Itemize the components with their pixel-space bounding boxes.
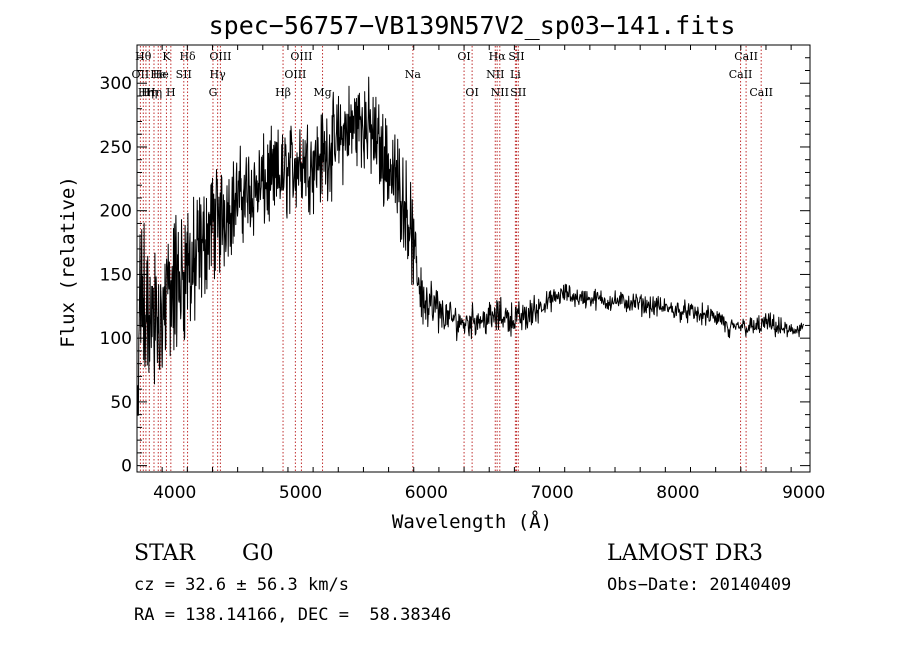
x-tick-label: 4000: [153, 483, 196, 503]
spectral-line-label: OIII: [209, 50, 231, 63]
spectral-line-label: NII: [491, 86, 509, 99]
spectral-line-label: OII: [132, 68, 150, 81]
x-axis-ticks: 4000 5000 6000 7000 8000 9000: [136, 45, 825, 503]
x-tick-label: 7000: [530, 483, 573, 503]
x-tick-label: 6000: [405, 483, 448, 503]
y-tick-label: 0: [121, 457, 132, 477]
spectral-line-label: Hα: [489, 50, 507, 63]
survey-name: LAMOST DR3: [607, 541, 763, 566]
spectral-line-label: Mg: [313, 86, 331, 99]
flux-series-line: [137, 76, 805, 416]
spectral-line-label: SII: [176, 68, 192, 81]
spectral-line-label: H: [166, 86, 176, 99]
spectral-line-label: OIII: [284, 68, 306, 81]
spectral-line-label: Hδ: [179, 50, 196, 63]
object-class: STAR: [134, 541, 196, 566]
y-tick-label: 50: [110, 393, 132, 413]
spectral-line-label: CaII: [729, 68, 753, 81]
spectral-line-label: K: [162, 50, 171, 63]
x-axis-label: Wavelength (Å): [392, 510, 552, 533]
x-tick-label: 5000: [279, 483, 322, 503]
spectral-line-label: Hβ: [275, 86, 291, 99]
y-tick-label: 250: [100, 138, 132, 158]
object-subclass: G0: [242, 541, 274, 566]
spectral-line-label: Hγ: [210, 68, 227, 81]
x-tick-label: 8000: [656, 483, 699, 503]
spectral-line-markers: [139, 46, 762, 472]
plot-frame: [136, 44, 811, 473]
chart-title: spec−56757−VB139N57V2_sp03−141.fits: [209, 11, 736, 40]
y-tick-label: 200: [100, 202, 132, 222]
observation-date: Obs−Date: 20140409: [607, 575, 791, 595]
x-tick-label: 9000: [782, 483, 825, 503]
spectral-line-label: SII: [508, 50, 524, 63]
spectral-line-label: OI: [465, 86, 478, 99]
spectral-line-label: G: [209, 86, 218, 99]
spectral-line-label: OIII: [290, 50, 312, 63]
spectral-line-label: CaII: [749, 86, 773, 99]
sky-coordinates: RA = 138.14166, DEC = 58.38346: [134, 605, 451, 625]
spectral-line-label: Hθ: [135, 50, 152, 63]
spectral-line-label: CaII: [734, 50, 758, 63]
spectral-line-label: Hη: [146, 86, 162, 99]
y-tick-label: 300: [100, 74, 132, 94]
spectral-line-labels: OIIHθHηHηHηHeHeKHSIIHδGHγOIIIHβOIIIOIIIM…: [132, 50, 773, 99]
spectral-line-label: Na: [405, 68, 422, 81]
spectral-line-label: He: [153, 68, 169, 81]
spectral-line-label: SII: [510, 86, 526, 99]
spectral-line-label: NII: [486, 68, 504, 81]
y-axis-ticks: 0 50 100 150 200 250 300: [100, 57, 810, 477]
spectral-line-label: He: [150, 68, 166, 81]
spectral-line-label: OI: [457, 50, 470, 63]
y-axis-label: Flux (relative): [57, 176, 79, 348]
spectral-line-label: Hη: [141, 86, 157, 99]
spectral-line-label: Li: [510, 68, 521, 81]
y-tick-label: 150: [100, 265, 132, 285]
redshift-velocity: cz = 32.6 ± 56.3 km/s: [134, 575, 349, 595]
y-tick-label: 100: [100, 329, 132, 349]
